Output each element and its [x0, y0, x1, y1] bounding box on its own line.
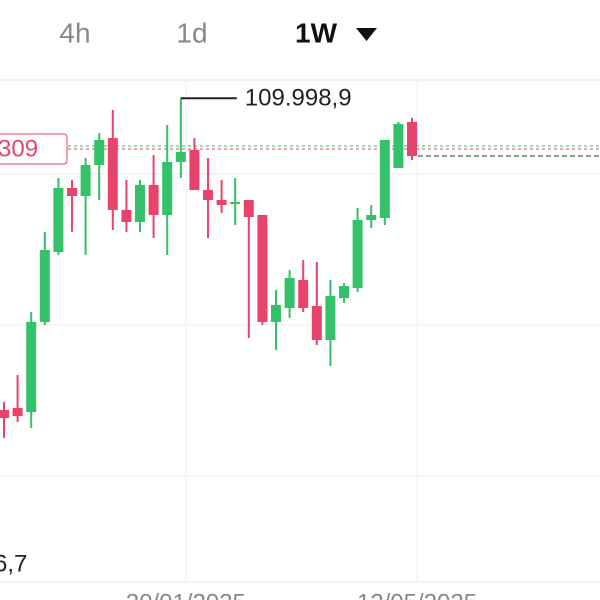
candle-body [80, 165, 91, 196]
candle-body [284, 277, 295, 309]
price-label-box [0, 133, 68, 165]
candle-body [257, 214, 268, 322]
candle-body [230, 201, 241, 205]
candle-body [352, 220, 363, 288]
candle-body [53, 187, 64, 252]
candle-body [379, 139, 390, 218]
candle-body [148, 184, 159, 215]
dropdown-arrow[interactable] [356, 28, 377, 41]
high-label: 109.998,9 [245, 85, 352, 112]
candle-body [366, 214, 377, 221]
candle-body [107, 138, 118, 210]
candle-body [407, 121, 417, 157]
candle-body [39, 249, 50, 322]
candle-body [339, 286, 349, 299]
candle-body [216, 199, 227, 205]
candle-body [271, 304, 281, 322]
candle-body [393, 123, 404, 169]
candle-body [175, 152, 186, 162]
candle-body [325, 295, 336, 340]
low-label: 6,7 [0, 550, 27, 577]
x-tick-label: 12/05/2025 [357, 589, 477, 600]
price-label: 309 [0, 135, 38, 162]
candle-body [189, 149, 200, 191]
candle-body [243, 199, 254, 218]
candle-body [121, 209, 132, 222]
candle-body [203, 190, 213, 200]
candle-body [311, 305, 322, 340]
candle-body [12, 408, 23, 417]
candle-body [298, 279, 309, 309]
candle-body [135, 184, 145, 222]
plot: 20/01/2025 12/05/2025 109.998,9 309 6,7 [0, 80, 600, 600]
tab[interactable]: 1d [176, 17, 207, 48]
candle-body [26, 321, 37, 413]
candle-body [0, 409, 9, 418]
x-tick-label: 20/01/2025 [126, 589, 246, 600]
candle-body [67, 187, 77, 196]
candle-body [94, 139, 105, 166]
timeframe-tabs: 4h 1d 1W [59, 17, 377, 48]
tab[interactable]: 4h [59, 17, 90, 48]
candle-body [162, 161, 173, 215]
tab-selected[interactable]: 1W [295, 17, 338, 48]
